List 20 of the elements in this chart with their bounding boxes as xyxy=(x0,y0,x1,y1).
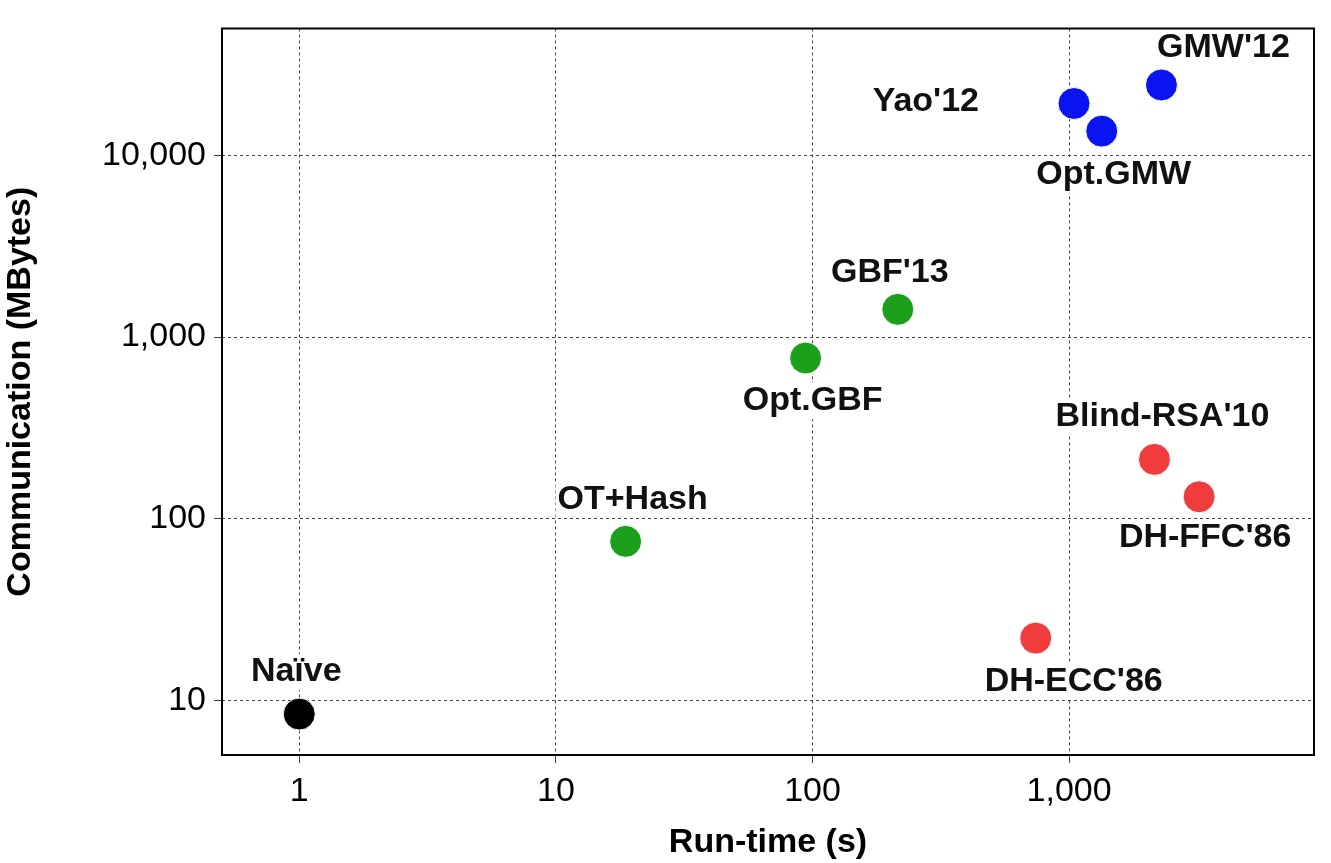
annotation: GMW'12 xyxy=(1157,26,1290,65)
annotation: GBF'13 xyxy=(830,250,949,289)
y-tick-label: 10,000 xyxy=(102,133,206,172)
annotation: Opt.GMW xyxy=(1036,153,1193,192)
y-tick-label: 10 xyxy=(168,678,206,717)
annotation: Naïve xyxy=(250,650,342,689)
annotation: OT+Hash xyxy=(557,477,708,516)
annotation: Opt.GBF xyxy=(742,379,883,418)
y-axis-title: Communication (MBytes) xyxy=(0,186,37,597)
annotation: DH-ECC'86 xyxy=(984,660,1163,699)
y-tick-label: 100 xyxy=(149,497,206,536)
x-axis-title: Run-time (s) xyxy=(668,820,868,859)
x-tick-label: 1 xyxy=(289,769,309,808)
annotation: DH-FFC'86 xyxy=(1118,516,1292,555)
annotation: Yao'12 xyxy=(872,79,980,118)
x-tick-label: 1,000 xyxy=(1026,769,1112,808)
annotation: Blind-RSA'10 xyxy=(1055,394,1270,433)
x-tick-label: 10 xyxy=(536,769,575,808)
y-tick-label: 1,000 xyxy=(120,315,206,354)
x-tick-label: 100 xyxy=(784,769,841,808)
